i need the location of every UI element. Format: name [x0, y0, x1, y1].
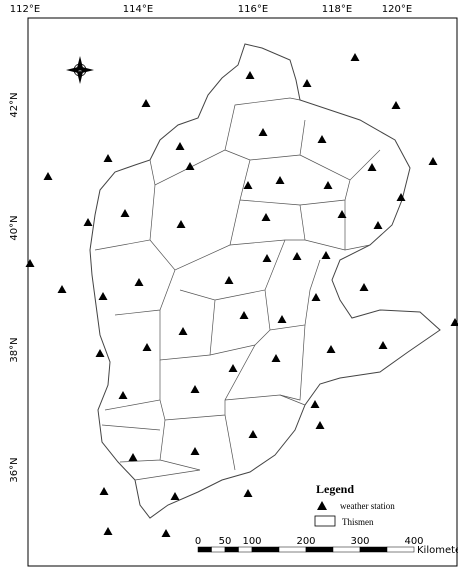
province-outline: [89, 43, 441, 519]
station: [25, 259, 35, 267]
scale-segment: [197, 546, 212, 553]
station: [95, 349, 105, 357]
lat-label: 36°N: [9, 457, 20, 482]
station: [275, 176, 285, 184]
legend-item: weather station: [340, 501, 395, 511]
lon-label: 120°E: [382, 4, 412, 15]
scale-segment: [224, 546, 239, 553]
station: [103, 527, 113, 535]
station: [292, 252, 302, 260]
station: [128, 453, 138, 461]
scale-segment: [332, 546, 361, 553]
lon-label: 118°E: [322, 4, 352, 15]
lon-labels: 112°E 114°E 116°E 118°E 120°E: [10, 4, 412, 15]
station: [190, 447, 200, 455]
thiessen-polygons: [94, 97, 381, 481]
scale-label: 200: [296, 536, 315, 547]
station: [228, 364, 238, 372]
scale-segment: [238, 546, 253, 553]
station: [258, 128, 268, 136]
scale-segment: [305, 546, 334, 553]
north-arrow: [66, 56, 94, 84]
scale-label: 400: [404, 536, 423, 547]
scale-segment: [278, 546, 307, 553]
station: [391, 101, 401, 109]
station: [190, 385, 200, 393]
station: [326, 345, 336, 353]
station: [175, 142, 185, 150]
legend: Legend weather station Thismen: [314, 482, 395, 527]
station: [118, 391, 128, 399]
station: [321, 251, 331, 259]
station: [224, 276, 234, 284]
station: [161, 529, 171, 537]
scale-label: 0: [195, 536, 201, 547]
station: [310, 400, 320, 408]
lat-label: 40°N: [9, 215, 20, 240]
station: [317, 135, 327, 143]
station: [262, 254, 272, 262]
station: [373, 221, 383, 229]
scale-bar: 0 50 100 200 300 400Kilometers: [195, 536, 458, 556]
station: [103, 154, 113, 162]
lon-label: 112°E: [10, 4, 40, 15]
station: [315, 421, 325, 429]
station: [261, 213, 271, 221]
station: [83, 218, 93, 226]
station: [337, 210, 347, 218]
station: [428, 157, 438, 165]
lon-label: 116°E: [238, 4, 268, 15]
station: [277, 315, 287, 323]
lat-label: 38°N: [9, 337, 20, 362]
station: [99, 487, 109, 495]
scale-segment: [386, 546, 415, 553]
lat-labels: 42°N 40°N 38°N 36°N: [9, 92, 20, 482]
station: [120, 209, 130, 217]
station: [170, 492, 180, 500]
station: [178, 327, 188, 335]
lat-label: 42°N: [9, 92, 20, 117]
station: [141, 99, 151, 107]
station: [450, 318, 458, 326]
station: [271, 354, 281, 362]
station: [367, 163, 377, 171]
station: [311, 293, 321, 301]
station: [245, 71, 255, 79]
station: [323, 181, 333, 189]
scale-segment: [211, 546, 226, 553]
legend-symbol: [317, 501, 327, 510]
lon-label: 114°E: [123, 4, 153, 15]
station: [185, 162, 195, 170]
station: [396, 193, 406, 201]
station: [142, 343, 152, 351]
legend-symbol: [314, 515, 336, 527]
station: [239, 311, 249, 319]
station: [359, 283, 369, 291]
station: [57, 285, 67, 293]
station: [98, 292, 108, 300]
legend-item: Thismen: [342, 517, 374, 527]
scale-segment: [251, 546, 280, 553]
scale-label: 300: [350, 536, 369, 547]
station: [378, 341, 388, 349]
legend-title: Legend: [316, 482, 354, 496]
station: [302, 79, 312, 87]
station: [248, 430, 258, 438]
station: [243, 181, 253, 189]
scale-label: 50: [219, 536, 232, 547]
station: [43, 172, 53, 180]
scale-unit: Kilometers: [417, 545, 458, 556]
weather-stations: [25, 53, 458, 537]
station: [176, 220, 186, 228]
station: [350, 53, 360, 61]
station: [243, 489, 253, 497]
scale-segment: [359, 546, 388, 553]
scale-label: 100: [242, 536, 261, 547]
station: [134, 278, 144, 286]
